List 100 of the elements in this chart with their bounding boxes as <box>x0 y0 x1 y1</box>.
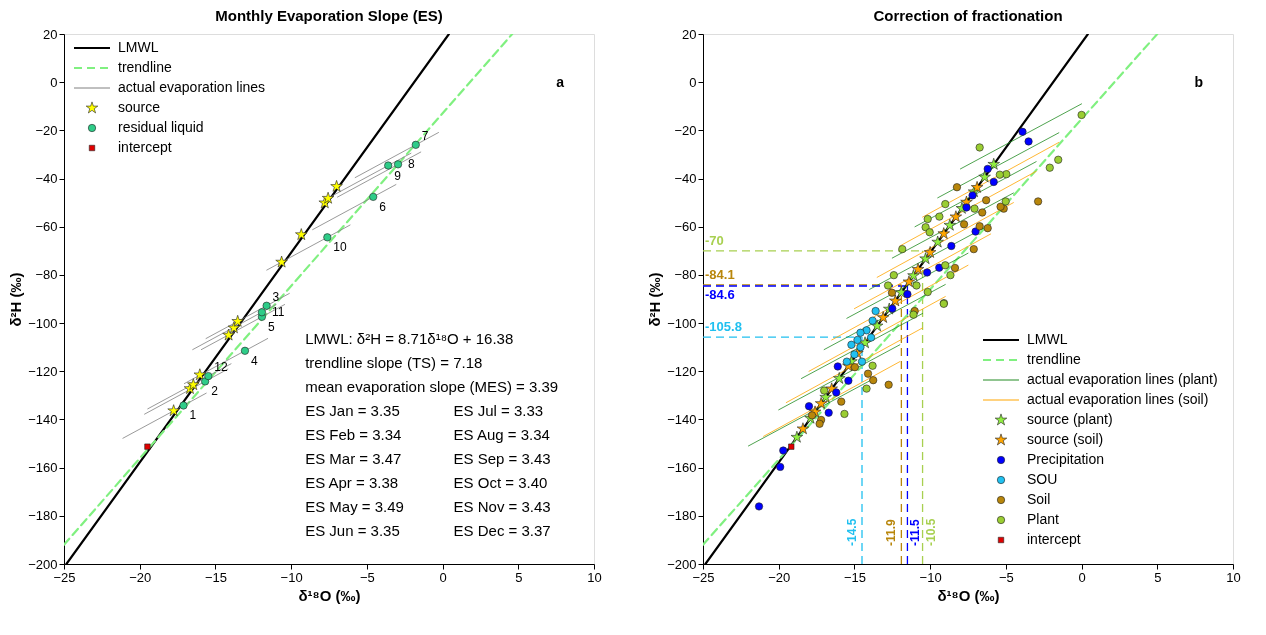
annotation: ES Dec = 3.37 <box>453 521 551 539</box>
ref-line-label: -70 <box>705 232 724 248</box>
x-tick-label: 10 <box>1226 569 1241 585</box>
x-tick-label: −25 <box>53 569 76 585</box>
y-tick-label: −100 <box>667 315 697 331</box>
annotation: 11 <box>271 305 285 320</box>
ref-line-label: -11.9 <box>884 518 899 546</box>
chart-title: Monthly Evaporation Slope (ES) <box>215 7 443 24</box>
x-tick-label: 0 <box>1078 569 1086 585</box>
legend-label: SOU <box>1027 471 1058 487</box>
y-tick-label: −80 <box>35 267 58 283</box>
y-tick-label: −200 <box>28 556 58 572</box>
annotation: ES Sep = 3.43 <box>453 449 551 467</box>
annotation: 9 <box>394 168 402 183</box>
legend-label: source <box>118 99 161 115</box>
annotation: trendline slope (TS) = 7.18 <box>305 353 483 371</box>
x-tick-label: 5 <box>1154 569 1162 585</box>
legend-label: actual evaporation lines (soil) <box>1027 391 1209 407</box>
ref-line-label: -10.5 <box>923 518 938 546</box>
annotation: ES Apr = 3.38 <box>305 473 399 491</box>
y-tick-label: −60 <box>674 219 697 235</box>
annotation: b <box>1194 74 1203 90</box>
annotation: ES Jul = 3.33 <box>453 401 544 419</box>
annotation: 10 <box>333 240 348 255</box>
y-axis-title: δ²H (‰) <box>7 272 25 327</box>
legend-label: residual liquid <box>118 119 204 135</box>
ref-line-label: -84.1 <box>705 266 735 282</box>
annotation: ES Aug = 3.34 <box>453 425 550 443</box>
legend-label: Plant <box>1027 511 1060 527</box>
y-tick-label: −180 <box>667 508 697 524</box>
y-tick-label: −40 <box>674 171 697 187</box>
annotation: ES Feb = 3.34 <box>305 425 402 443</box>
legend-label: trendline <box>1027 351 1081 367</box>
y-tick-label: −80 <box>674 267 697 283</box>
y-tick-label: −120 <box>28 363 58 379</box>
x-tick-label: −5 <box>998 569 1014 585</box>
y-tick-label: −60 <box>35 219 58 235</box>
annotation: ES Nov = 3.43 <box>453 497 551 515</box>
x-axis-title: δ¹⁸O (‰) <box>298 586 361 604</box>
annotation: ES Mar = 3.47 <box>305 449 402 467</box>
y-tick-label: −20 <box>35 122 58 138</box>
y-tick-label: 0 <box>50 74 58 90</box>
legend-label: actual evaporation lines (plant) <box>1027 371 1218 387</box>
x-tick-label: 0 <box>439 569 447 585</box>
x-tick-label: −15 <box>843 569 866 585</box>
legend-label: Soil <box>1027 491 1051 507</box>
ref-line-label: -11.5 <box>908 518 923 546</box>
ref-line-label: -84.6 <box>705 286 735 302</box>
legend-label: trendline <box>118 59 172 75</box>
y-tick-label: −20 <box>674 122 697 138</box>
x-tick-label: −20 <box>768 569 791 585</box>
ref-line-label: -14.5 <box>845 518 859 546</box>
x-tick-label: 10 <box>587 569 602 585</box>
legend-label: source (soil) <box>1027 431 1104 447</box>
annotation: ES May = 3.49 <box>305 497 404 515</box>
annotation: 6 <box>379 199 387 214</box>
x-tick-label: −20 <box>129 569 152 585</box>
y-tick-label: 20 <box>682 26 697 42</box>
y-tick-label: 20 <box>43 26 58 42</box>
x-tick-label: −25 <box>692 569 715 585</box>
x-axis-title: δ¹⁸O (‰) <box>937 586 1000 604</box>
legend-label: intercept <box>1027 531 1081 547</box>
legend-label: intercept <box>118 139 172 155</box>
y-tick-label: −120 <box>667 363 697 379</box>
y-tick-label: −100 <box>28 315 58 331</box>
x-tick-label: −10 <box>919 569 942 585</box>
y-tick-label: −200 <box>667 556 697 572</box>
annotation: ES Jun = 3.35 <box>305 521 400 539</box>
annotation: LMWL: δ²H = 8.71δ¹⁸O + 16.38 <box>305 329 514 347</box>
y-tick-label: −180 <box>28 508 58 524</box>
x-tick-label: 5 <box>515 569 523 585</box>
y-tick-label: −140 <box>667 411 697 427</box>
annotation: mean evaporation slope (MES) = 3.39 <box>305 377 559 395</box>
y-tick-label: −140 <box>28 411 58 427</box>
annotation: 8 <box>408 157 416 172</box>
chart-title: Correction of fractionation <box>873 7 1063 24</box>
y-tick-label: −40 <box>35 171 58 187</box>
annotation: 3 <box>272 289 280 304</box>
annotation: 4 <box>250 353 258 368</box>
legend-label: Precipitation <box>1027 451 1105 467</box>
y-tick-label: −160 <box>28 460 58 476</box>
x-tick-label: −5 <box>359 569 375 585</box>
annotation: 12 <box>214 360 228 375</box>
annotation: a <box>556 74 565 90</box>
y-tick-label: −160 <box>667 460 697 476</box>
y-axis-title: δ²H (‰) <box>646 272 664 327</box>
y-tick-label: 0 <box>689 74 697 90</box>
annotation: 7 <box>421 128 429 143</box>
annotation: 1 <box>189 408 197 423</box>
annotation: ES Oct = 3.40 <box>453 473 548 491</box>
x-tick-label: −15 <box>204 569 227 585</box>
legend-label: source (plant) <box>1027 411 1113 427</box>
annotation: 5 <box>267 319 275 334</box>
annotation: ES Jan = 3.35 <box>305 401 400 419</box>
x-tick-label: −10 <box>280 569 303 585</box>
annotation: 2 <box>211 384 219 399</box>
ref-line-label: -105.8 <box>705 319 742 335</box>
legend-label: actual evaporation lines <box>118 79 266 95</box>
legend-label: LMWL <box>1027 331 1068 347</box>
legend-label: LMWL <box>118 39 159 55</box>
